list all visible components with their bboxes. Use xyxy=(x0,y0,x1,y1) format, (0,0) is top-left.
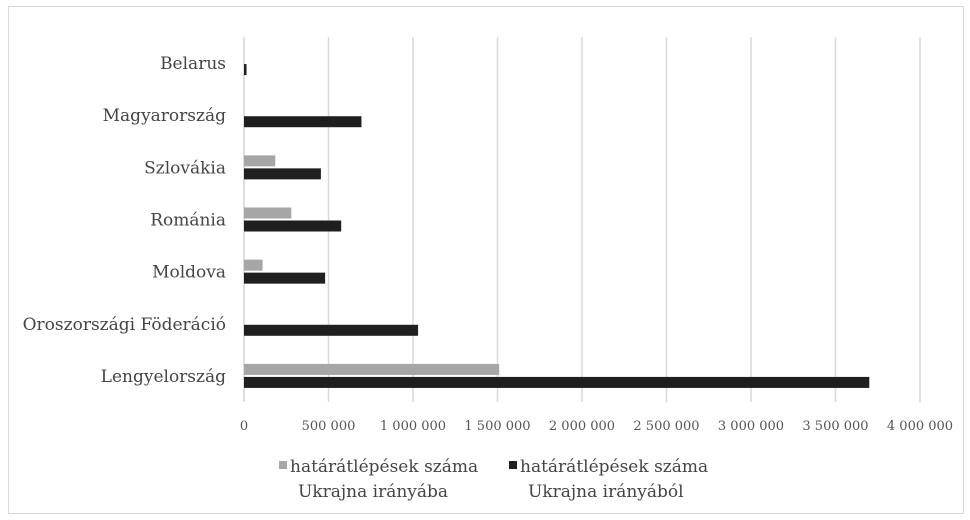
bar-to-ukraine xyxy=(244,259,263,271)
bar-to-ukraine xyxy=(244,155,276,167)
bar-to-ukraine xyxy=(244,363,500,375)
bar-from-ukraine xyxy=(244,116,362,128)
x-tick-label: 500 000 xyxy=(302,419,356,434)
legend-label: határátlépések száma xyxy=(290,457,478,477)
bar-to-ukraine xyxy=(244,207,292,219)
category-label: Szlovákia xyxy=(144,158,226,178)
legend-label: Ukrajna irányába xyxy=(298,482,448,502)
bar-from-ukraine xyxy=(244,376,870,388)
category-label: Oroszországi Föderáció xyxy=(23,315,226,335)
legend-swatch-from-ukraine xyxy=(509,461,517,469)
bar-from-ukraine xyxy=(244,168,321,180)
legend-label: határátlépések száma xyxy=(520,457,708,477)
bar-from-ukraine xyxy=(244,220,342,232)
x-tick-label: 4 000 000 xyxy=(887,419,953,434)
category-label: Románia xyxy=(150,211,226,231)
bar-from-ukraine xyxy=(244,324,419,336)
x-tick-label: 2 500 000 xyxy=(633,419,699,434)
x-tick-label: 3 000 000 xyxy=(718,419,784,434)
x-tick-label: 2 000 000 xyxy=(549,419,615,434)
bar-from-ukraine xyxy=(244,272,326,284)
category-label: Moldova xyxy=(152,263,226,283)
x-tick-label: 3 500 000 xyxy=(802,419,868,434)
category-label: Lengyelország xyxy=(101,367,226,387)
category-label: Belarus xyxy=(160,54,226,74)
chart-frame xyxy=(8,6,964,514)
category-label: Magyarország xyxy=(103,106,226,126)
x-tick-label: 1 500 000 xyxy=(464,419,530,434)
legend-swatch-to-ukraine xyxy=(279,461,287,469)
x-tick-label: 0 xyxy=(240,419,248,434)
bar-from-ukraine xyxy=(244,64,247,76)
legend-label: Ukrajna irányából xyxy=(528,482,684,502)
x-tick-label: 1 000 000 xyxy=(380,419,446,434)
